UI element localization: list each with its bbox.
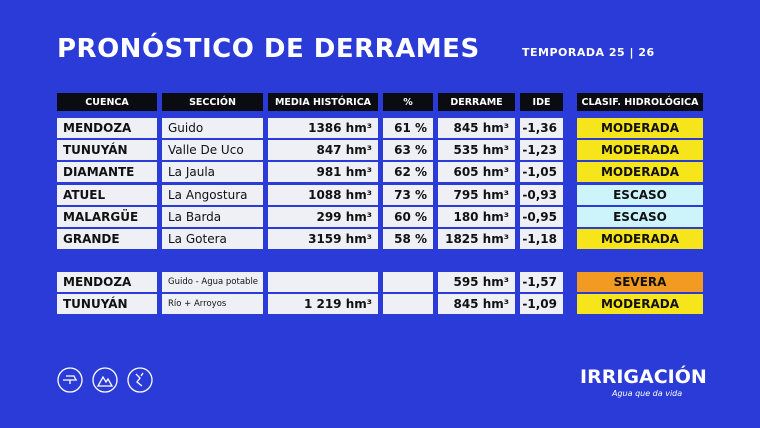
logo: IRRIGACIÓN — [580, 366, 707, 388]
cell-seccion: Guido - Agua potable — [162, 272, 263, 292]
cell-pct: 73 % — [383, 184, 433, 205]
cell-pct: 61 % — [383, 118, 433, 138]
logo-tagline: Agua que da vida — [612, 389, 683, 398]
cell-seccion: Valle De Uco — [162, 140, 263, 161]
cell-ide: -1,23 — [520, 140, 563, 161]
cell-ide: -0,95 — [520, 206, 563, 227]
title: PRONÓSTICO DE DERRAMES — [57, 34, 480, 64]
cell-seccion: La Barda — [162, 206, 263, 227]
cell-media: 3159 hm³ — [268, 229, 378, 249]
cell-cuenca: MALARGÜE — [57, 206, 157, 227]
column-header: DERRAME — [438, 93, 515, 111]
classification-badge: ESCASO — [577, 184, 703, 205]
column-header: SECCIÓN — [162, 93, 263, 111]
cell-ide: -0,93 — [520, 184, 563, 205]
cell-cuenca: TUNUYÁN — [57, 140, 157, 161]
cell-cuenca: ATUEL — [57, 184, 157, 205]
cell-ide: -1,18 — [520, 229, 563, 249]
cell-seccion: Río + Arroyos — [162, 294, 263, 315]
cell-media: 847 hm³ — [268, 140, 378, 161]
cell-derrame: 795 hm³ — [438, 184, 515, 205]
cell-seccion: La Gotera — [162, 229, 263, 249]
cell-cuenca: DIAMANTE — [57, 162, 157, 183]
cell-media: 1 219 hm³ — [268, 294, 378, 315]
cell-derrame: 180 hm³ — [438, 206, 515, 227]
cell-derrame: 595 hm³ — [438, 272, 515, 292]
cell-pct: 60 % — [383, 206, 433, 227]
cell-pct: 62 % — [383, 162, 433, 183]
cell-media: 1386 hm³ — [268, 118, 378, 138]
cell-pct — [383, 294, 433, 315]
cell-pct: 58 % — [383, 229, 433, 249]
column-header: % — [383, 93, 433, 111]
cell-ide: -1,57 — [520, 272, 563, 292]
cell-cuenca: TUNUYÁN — [57, 294, 157, 315]
classification-badge: MODERADA — [577, 162, 703, 183]
cell-media: 981 hm³ — [268, 162, 378, 183]
column-header: CLASIF. HIDROLÓGICA — [577, 93, 703, 111]
column-header: IDE — [520, 93, 563, 111]
column-header: CUENCA — [57, 93, 157, 111]
cell-media: 299 hm³ — [268, 206, 378, 227]
cell-derrame: 535 hm³ — [438, 140, 515, 161]
classification-badge: SEVERA — [577, 272, 703, 292]
cell-cuenca: GRANDE — [57, 229, 157, 249]
cell-derrame: 605 hm³ — [438, 162, 515, 183]
icons — [57, 367, 153, 393]
cell-derrame: 1825 hm³ — [438, 229, 515, 249]
cell-derrame: 845 hm³ — [438, 118, 515, 138]
cell-media — [268, 272, 378, 292]
classification-badge: MODERADA — [577, 294, 703, 315]
cell-cuenca: MENDOZA — [57, 118, 157, 138]
cell-pct — [383, 272, 433, 292]
column-header: MEDIA HISTÓRICA — [268, 93, 378, 111]
classification-badge: MODERADA — [577, 118, 703, 138]
subtitle: TEMPORADA 25 | 26 — [522, 46, 655, 59]
classification-badge: MODERADA — [577, 140, 703, 161]
cell-media: 1088 hm³ — [268, 184, 378, 205]
cell-derrame: 845 hm³ — [438, 294, 515, 315]
cell-cuenca: MENDOZA — [57, 272, 157, 292]
cell-ide: -1,09 — [520, 294, 563, 315]
cell-pct: 63 % — [383, 140, 433, 161]
cell-ide: -1,36 — [520, 118, 563, 138]
cell-seccion: La Jaula — [162, 162, 263, 183]
cell-ide: -1,05 — [520, 162, 563, 183]
cell-seccion: Guido — [162, 118, 263, 138]
classification-badge: ESCASO — [577, 206, 703, 227]
classification-badge: MODERADA — [577, 229, 703, 249]
cell-seccion: La Angostura — [162, 184, 263, 205]
